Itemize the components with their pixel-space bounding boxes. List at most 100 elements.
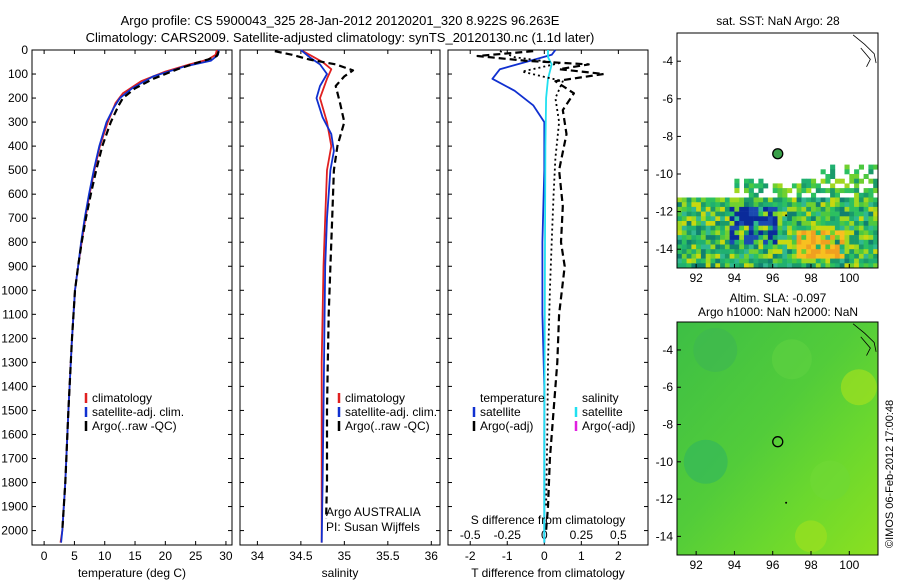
sst-cell [844,239,850,245]
sst-cell [739,216,745,222]
sst-cell [710,221,716,226]
sst-cell [772,249,778,255]
sst-cell [777,206,783,212]
sst-cell [839,230,845,236]
sst-cell [806,211,812,217]
sst-cell [796,188,802,194]
sst-cell [677,235,683,241]
sst-cell [739,225,745,231]
sst-cell [825,230,831,236]
sst-cell [772,230,778,236]
sst-cell [700,230,706,236]
sst-cell [729,235,735,241]
sst-cell [691,249,697,255]
sst-cell [806,253,812,259]
sst-cell [858,244,864,250]
sst-cell [715,235,721,241]
sst-cell [758,202,764,208]
sst-cell [753,239,759,245]
sst-cell [791,239,797,245]
sst-cell [830,244,836,250]
sst-cell [839,216,845,222]
sst-cell [849,202,855,208]
sst-cell [868,164,874,170]
sst-map-y-ticks: -4 -6 -8 -10 -12 -14 [656,54,681,256]
sst-cell [720,225,726,231]
sst-cell [849,197,855,203]
sst-cell [796,249,802,255]
sst-cell [729,230,735,236]
sst-cell [739,239,745,245]
sst-cell [686,230,692,236]
map-y-tick-label: -10 [656,455,674,469]
sst-cell [696,230,702,236]
sla-map-y-ticks: -4 -6 -8 -10 -12 -14 [656,343,681,543]
sst-cell [720,253,726,259]
sst-cell [677,221,683,226]
sst-cell [858,197,864,203]
map-x-tick-label: 92 [689,271,703,285]
sst-cell [849,244,855,250]
sst-cell [815,202,821,208]
sst-cell [839,221,845,226]
series-line-argo-raw-qc- [61,50,220,531]
sst-cell [834,221,840,226]
sst-cell [849,206,855,212]
map-x-tick-label: 96 [766,271,780,285]
sst-cell [696,253,702,259]
sst-cell [830,239,836,245]
sst-cell [820,253,826,259]
sla-argo-position-marker [772,436,784,448]
sst-cell [744,230,750,236]
sst-cell [691,206,697,212]
series-line-argo-raw-qc- [274,50,355,519]
sst-cell [763,249,769,255]
sst-cell [753,244,759,250]
sst-cell [753,197,759,203]
sst-cell [849,216,855,222]
sst-cell [715,263,721,269]
sst-cell [830,169,836,175]
sst-cell [820,211,826,217]
sst-cell [849,239,855,245]
salinity-xlabel: salinity [322,566,359,580]
sst-cell [710,253,716,259]
sst-cell [830,235,836,241]
sst-cell [858,206,864,212]
sst-cell [696,249,702,255]
sst-cell [830,206,836,212]
sst-cell [858,258,864,264]
sst-cell [772,244,778,250]
sst-cell [777,230,783,236]
sst-cell [873,202,879,208]
sst-cell [772,197,778,203]
sst-cell [686,221,692,226]
sst-cell [772,206,778,212]
map-y-tick-label: -6 [662,92,673,106]
sst-cell [710,230,716,236]
sst-cell [796,202,802,208]
sst-cell [815,235,821,241]
temperature-series [59,49,220,543]
sst-cell [700,202,706,208]
sst-cell [715,197,721,203]
sst-cell [758,263,764,269]
sst-cell [758,221,764,226]
sst-cell [758,244,764,250]
sst-cell [820,216,826,222]
sst-argo-position-marker [772,148,784,160]
y-tick-label: 1400 [1,379,28,393]
x-tick-label: 10 [98,549,112,563]
sst-cell [744,188,750,194]
sst-cell [854,225,860,231]
sst-cell [868,244,874,250]
sst-cell [700,225,706,231]
sla-anomaly-patch [683,439,728,484]
sst-cell [710,211,716,217]
sst-cell [734,216,740,222]
sst-cell [815,225,821,231]
sst-cell [834,249,840,255]
sst-cell [854,253,860,259]
sst-cell [758,178,764,184]
sla-anomaly-patch [693,327,738,372]
